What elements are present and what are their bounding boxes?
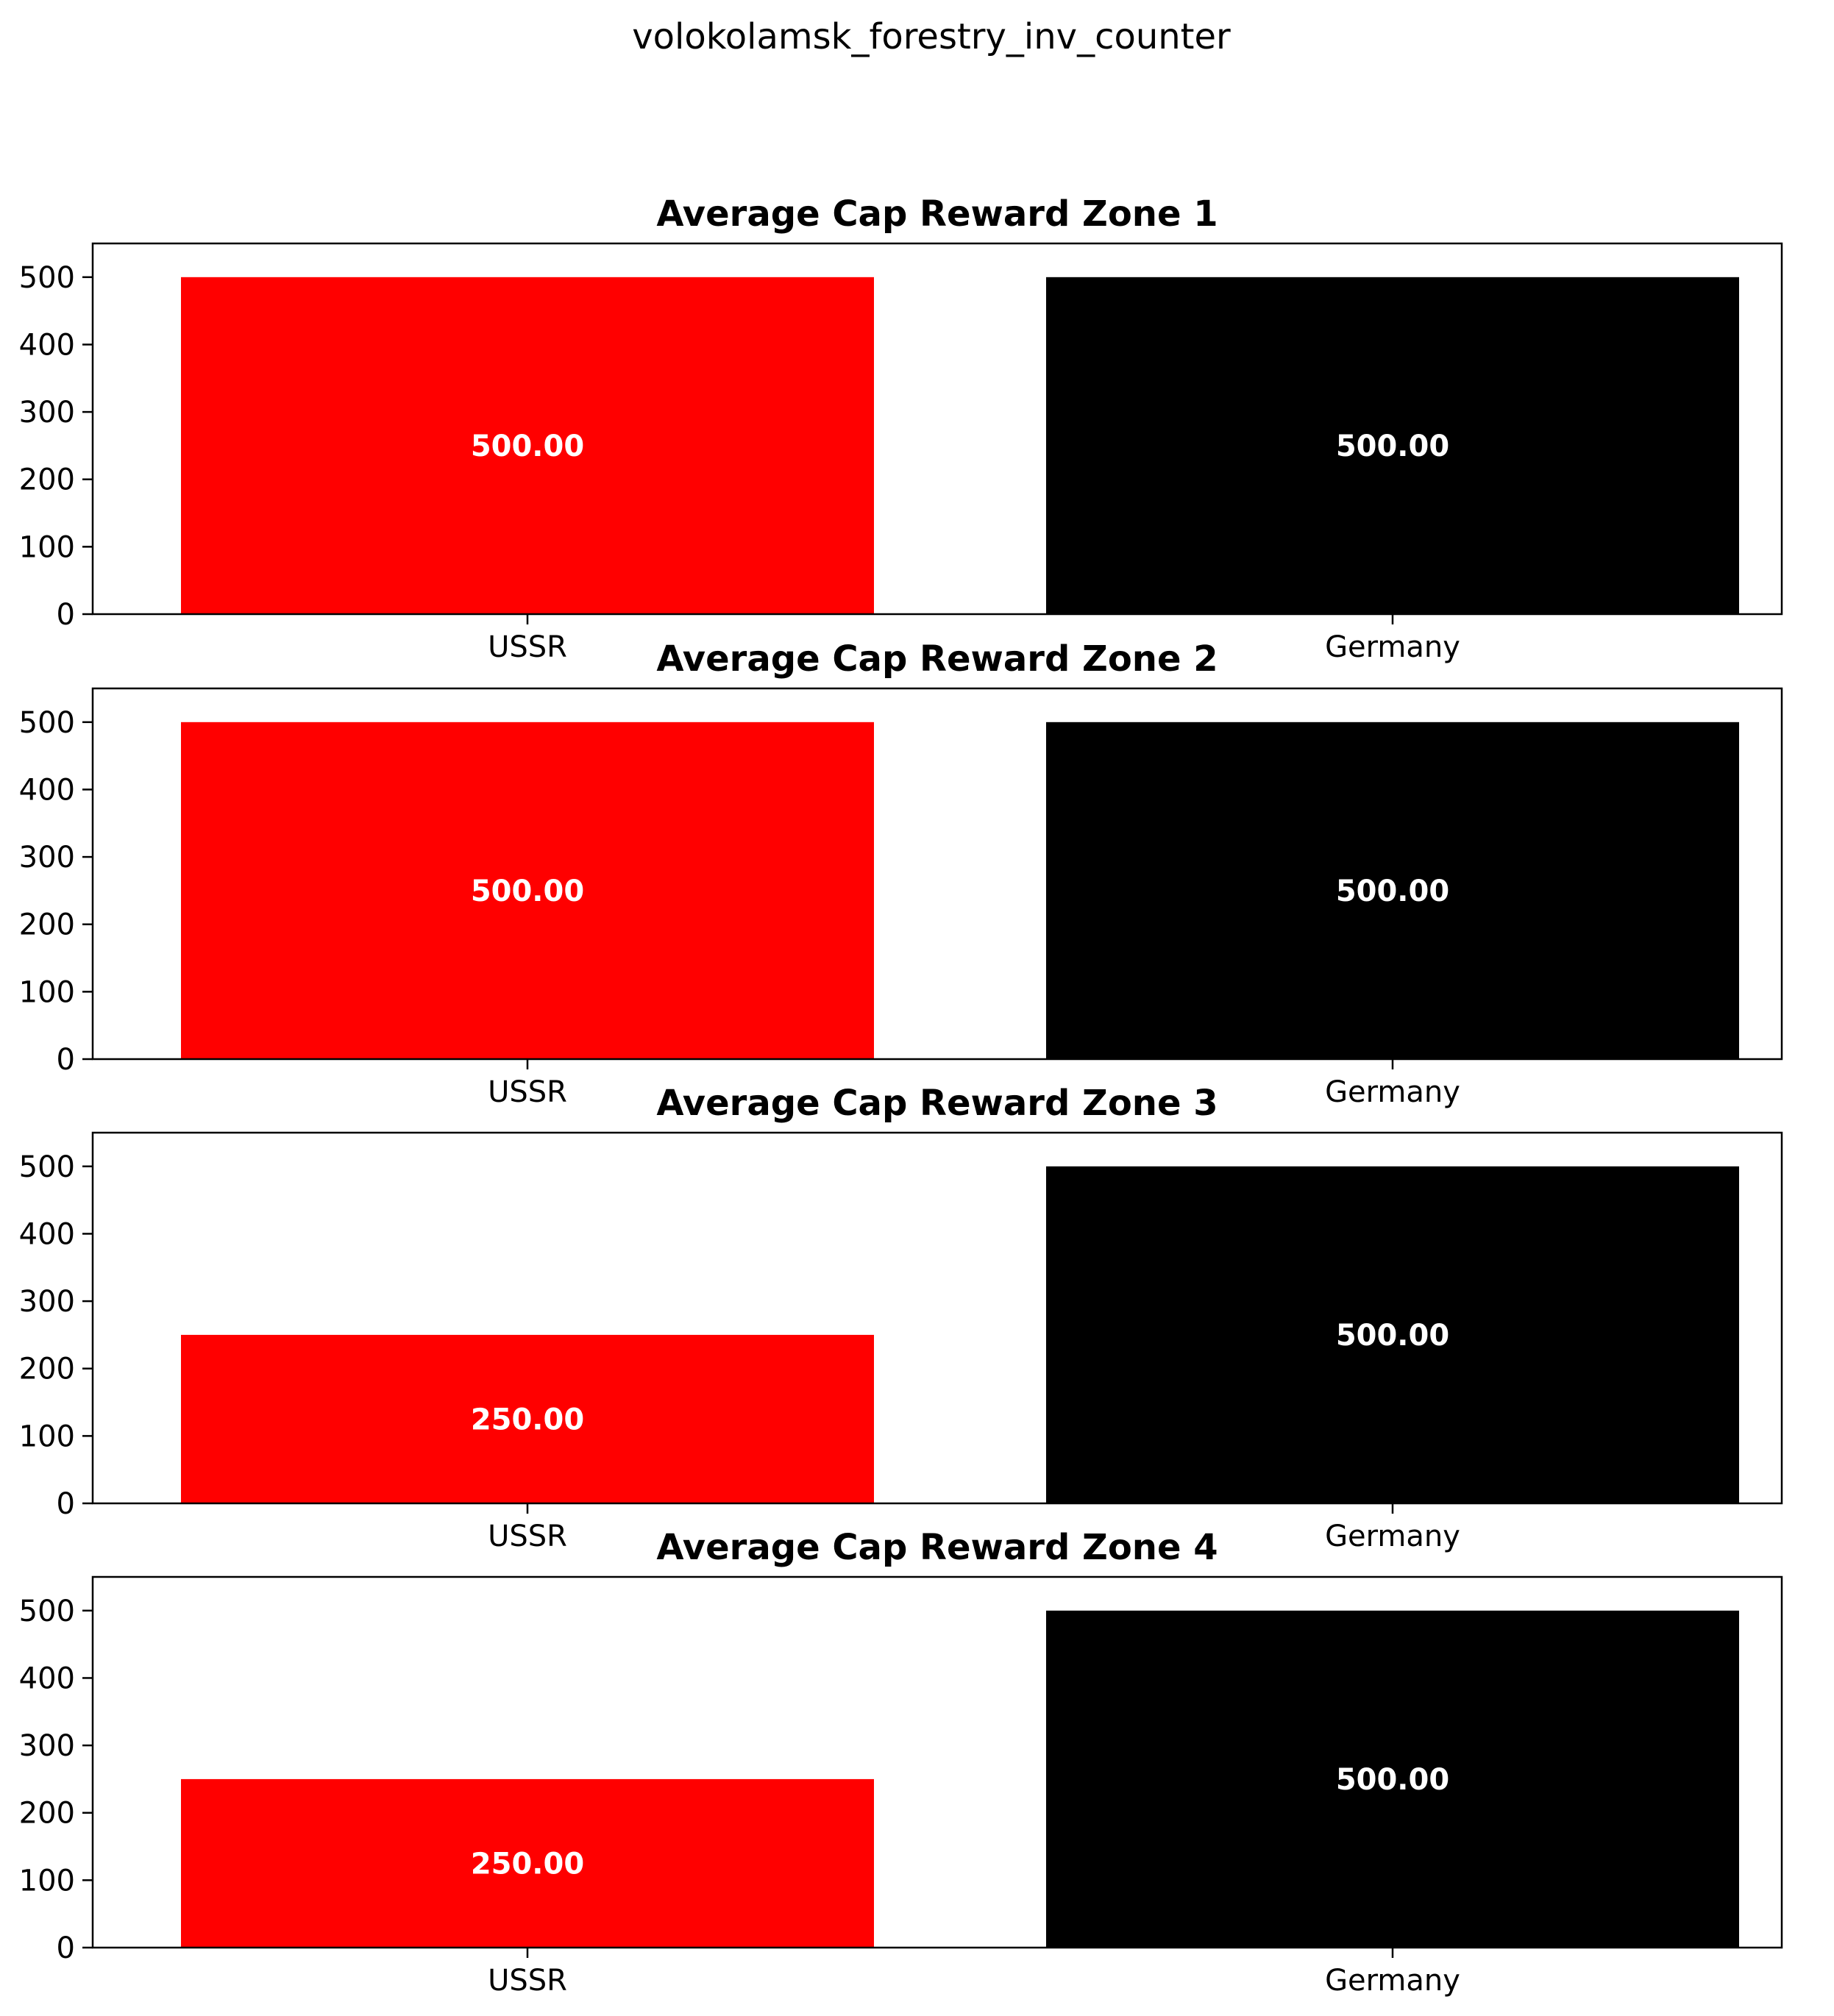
bar-ussr: [181, 1334, 874, 1503]
y-tick-label: 0: [57, 1487, 75, 1521]
subplot-grid: Average Cap Reward Zone 1 500.00 500.00 0 10…: [19, 193, 1783, 1998]
subplot-2: Average Cap Reward Zone 2 500.00 500.00 0 10…: [19, 638, 1783, 1109]
y-tick-label: 200: [19, 1353, 75, 1386]
bar-germany: [1046, 1610, 1739, 1948]
y-tick-label: 200: [19, 463, 75, 497]
y-tick-label: 400: [19, 1661, 75, 1695]
bar-value-label: 500.00: [1336, 875, 1449, 908]
y-tick-label: 500: [19, 706, 75, 740]
bar-value-label: 500.00: [1336, 1319, 1449, 1353]
y-tick-label: 100: [19, 1420, 75, 1453]
y-tick-label: 100: [19, 530, 75, 564]
x-tick-label: USSR: [488, 630, 567, 664]
x-tick-label: Germany: [1325, 1964, 1460, 1998]
x-tick-label: Germany: [1325, 1075, 1460, 1109]
x-tick-label: Germany: [1325, 630, 1460, 664]
bar-germany: [1046, 277, 1739, 614]
x-tick-label: USSR: [488, 1964, 567, 1998]
axes-frame: [91, 242, 1783, 616]
bar-ussr: [181, 722, 874, 1059]
panel-title: Average Cap Reward Zone 3: [656, 1083, 1218, 1124]
y-tick-label: 300: [19, 1729, 75, 1763]
y-tick-label: 100: [19, 1864, 75, 1898]
y-tick-label: 300: [19, 396, 75, 430]
x-tick-label: USSR: [488, 1075, 567, 1109]
subplot-1: Average Cap Reward Zone 1 500.00 500.00 0 10…: [19, 193, 1783, 664]
bar-ussr: [181, 277, 874, 614]
bar-ussr: [181, 1778, 874, 1948]
bar-value-label: 250.00: [471, 1403, 584, 1436]
y-tick-label: 500: [19, 261, 75, 295]
axes-frame: [91, 687, 1783, 1061]
y-tick-label: 200: [19, 1797, 75, 1831]
y-tick-label: 400: [19, 1217, 75, 1251]
y-tick-label: 300: [19, 1285, 75, 1319]
y-tick-label: 500: [19, 1595, 75, 1628]
y-tick-label: 0: [57, 598, 75, 632]
y-tick-label: 0: [57, 1931, 75, 1965]
y-tick-label: 200: [19, 908, 75, 942]
bar-germany: [1046, 722, 1739, 1059]
subplot-4: Average Cap Reward Zone 4 250.00 500.00 0 10…: [19, 1527, 1783, 1998]
subplot-3: Average Cap Reward Zone 3 250.00 500.00 0 10…: [19, 1083, 1783, 1553]
bar-value-label: 500.00: [1336, 1763, 1449, 1797]
bar-value-label: 250.00: [471, 1847, 584, 1881]
bar-value-label: 500.00: [471, 875, 584, 908]
panel-title: Average Cap Reward Zone 1: [656, 193, 1218, 235]
y-tick-label: 100: [19, 975, 75, 1009]
panel-title: Average Cap Reward Zone 4: [656, 1527, 1218, 1568]
y-tick-label: 400: [19, 328, 75, 362]
bar-germany: [1046, 1166, 1739, 1503]
x-tick-label: USSR: [488, 1520, 567, 1553]
axes-frame: [91, 1131, 1783, 1505]
bar-value-label: 500.00: [1336, 430, 1449, 463]
axes-frame: [91, 1575, 1783, 1949]
y-tick-label: 0: [57, 1043, 75, 1077]
x-tick-label: Germany: [1325, 1520, 1460, 1553]
y-tick-label: 400: [19, 773, 75, 807]
panel-title: Average Cap Reward Zone 2: [656, 638, 1218, 680]
y-tick-label: 500: [19, 1150, 75, 1184]
figure-suptitle: volokolamsk_forestry_inv_counter: [632, 16, 1231, 57]
bar-value-label: 500.00: [471, 430, 584, 463]
y-tick-label: 300: [19, 841, 75, 875]
